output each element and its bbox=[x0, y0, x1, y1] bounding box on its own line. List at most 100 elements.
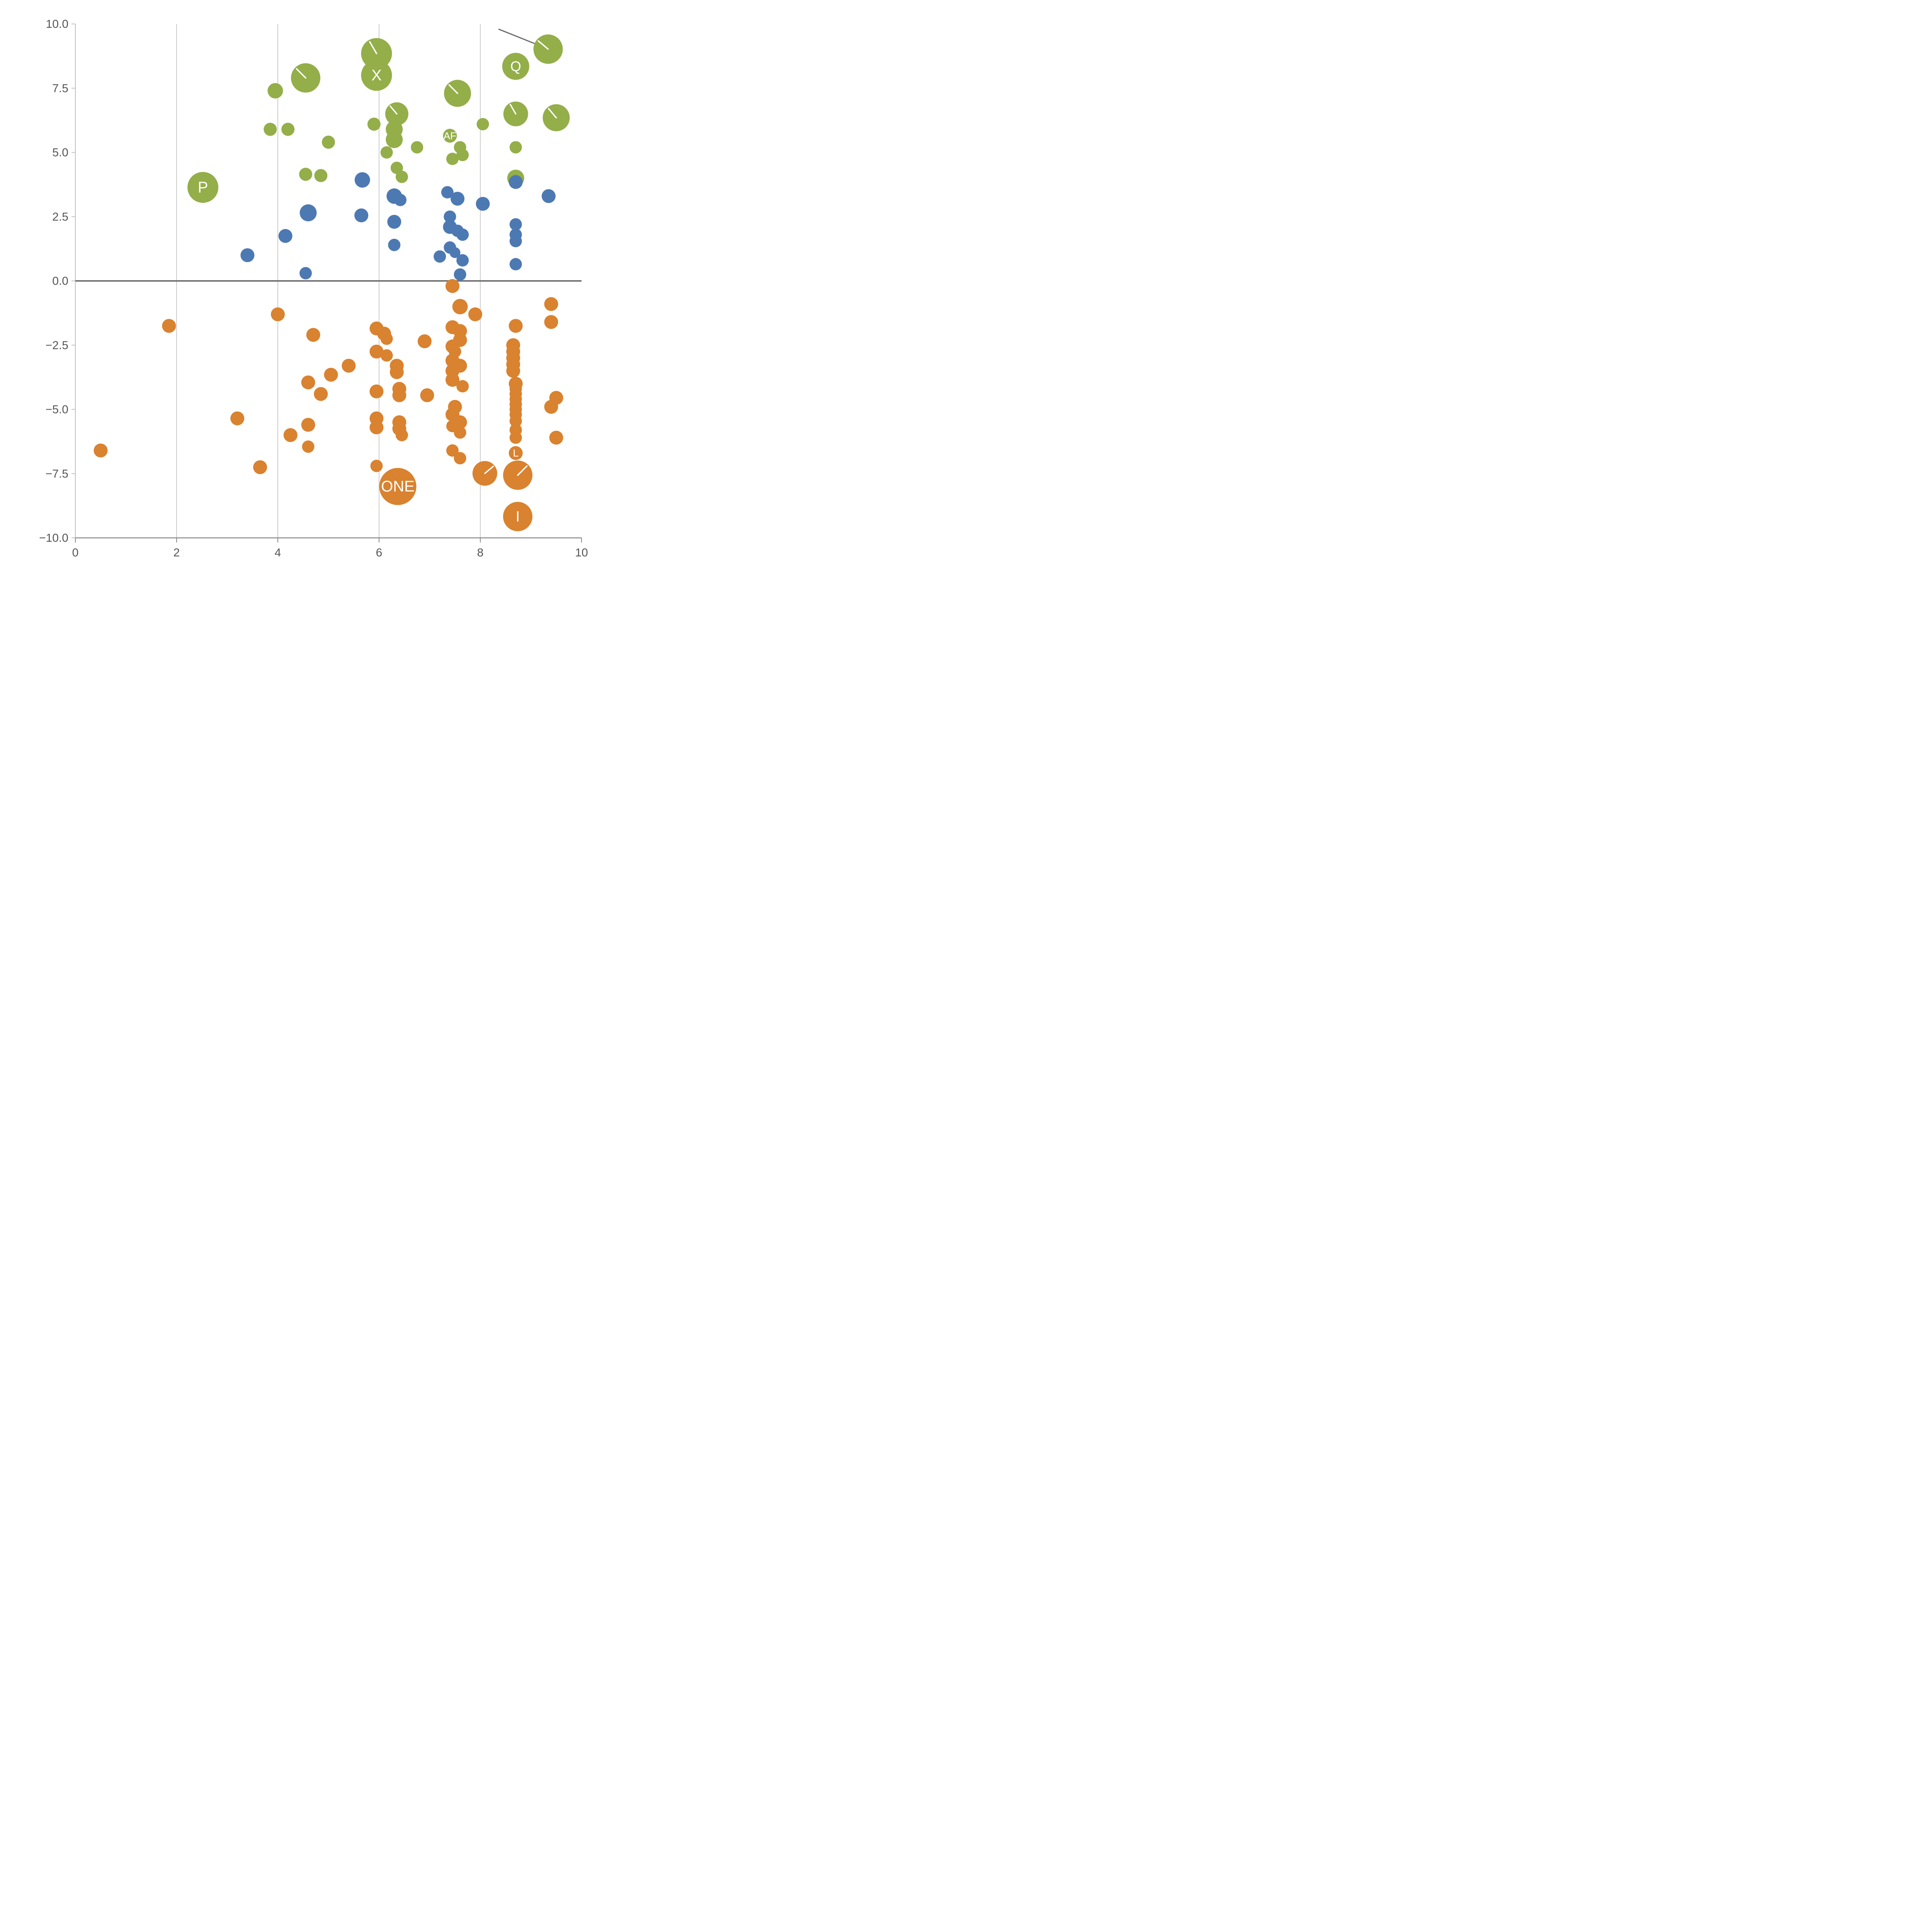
data-point-blue[interactable] bbox=[240, 248, 255, 262]
data-point-green[interactable] bbox=[502, 53, 529, 80]
data-point-blue[interactable] bbox=[454, 268, 466, 281]
data-point-green[interactable] bbox=[299, 168, 313, 181]
data-point-orange[interactable] bbox=[506, 364, 520, 378]
data-point-orange[interactable] bbox=[503, 502, 532, 531]
data-point-orange[interactable] bbox=[445, 279, 459, 293]
data-point-blue[interactable] bbox=[299, 204, 317, 221]
data-point-green[interactable] bbox=[264, 122, 277, 136]
data-point-orange[interactable] bbox=[454, 426, 466, 439]
data-point-orange[interactable] bbox=[370, 459, 383, 472]
data-point-blue[interactable] bbox=[394, 194, 407, 206]
data-point-orange[interactable] bbox=[509, 431, 522, 444]
data-point-blue[interactable] bbox=[278, 229, 293, 243]
data-point-green[interactable] bbox=[187, 172, 219, 203]
data-point-green[interactable] bbox=[456, 149, 469, 162]
data-point-orange[interactable] bbox=[456, 380, 469, 393]
data-point-orange[interactable] bbox=[380, 349, 393, 362]
data-point-green[interactable] bbox=[446, 153, 459, 165]
data-point-orange[interactable] bbox=[302, 440, 315, 453]
x-tick-label: 6 bbox=[376, 546, 383, 559]
data-point-green[interactable] bbox=[386, 131, 403, 148]
data-point-orange[interactable] bbox=[544, 315, 558, 329]
data-point-blue[interactable] bbox=[387, 215, 401, 229]
data-point-orange[interactable] bbox=[509, 446, 523, 460]
data-point-blue[interactable] bbox=[509, 235, 522, 247]
data-point-green[interactable] bbox=[411, 141, 423, 154]
data-point-blue[interactable] bbox=[456, 228, 469, 241]
data-point-blue[interactable] bbox=[509, 258, 522, 270]
data-point-blue[interactable] bbox=[441, 186, 454, 199]
data-point-orange[interactable] bbox=[445, 373, 459, 387]
data-point-orange[interactable] bbox=[324, 367, 338, 382]
bubble-label: L bbox=[513, 447, 518, 459]
data-point-green[interactable] bbox=[322, 135, 335, 149]
data-point-blue[interactable] bbox=[451, 192, 465, 206]
data-point-orange[interactable] bbox=[253, 460, 267, 474]
data-point-orange[interactable] bbox=[306, 328, 320, 342]
data-point-orange[interactable] bbox=[369, 420, 384, 435]
data-point-green[interactable] bbox=[443, 129, 457, 143]
data-point-orange[interactable] bbox=[271, 307, 285, 321]
data-point-orange[interactable] bbox=[230, 411, 245, 425]
data-point-blue[interactable] bbox=[456, 254, 469, 267]
bubble-label: ONE bbox=[381, 478, 415, 495]
bubble-tick-mark bbox=[369, 41, 378, 54]
data-point-green[interactable] bbox=[361, 60, 392, 91]
data-point-blue[interactable] bbox=[388, 238, 401, 251]
data-point-orange[interactable] bbox=[301, 375, 315, 389]
data-point-orange[interactable] bbox=[314, 387, 328, 401]
data-point-orange[interactable] bbox=[392, 388, 406, 402]
data-point-orange[interactable] bbox=[544, 297, 558, 311]
data-point-orange[interactable] bbox=[446, 444, 459, 457]
data-point-blue[interactable] bbox=[541, 189, 556, 203]
data-point-orange[interactable] bbox=[94, 443, 108, 457]
data-point-orange[interactable] bbox=[283, 428, 298, 442]
data-point-green[interactable] bbox=[395, 170, 408, 183]
data-point-orange[interactable] bbox=[509, 415, 522, 427]
data-point-orange[interactable] bbox=[452, 299, 468, 315]
bubble-label: Q bbox=[510, 58, 521, 74]
data-point-orange[interactable] bbox=[395, 429, 408, 441]
data-point-orange[interactable] bbox=[369, 384, 384, 398]
data-point-blue[interactable] bbox=[476, 197, 490, 211]
data-point-blue[interactable] bbox=[354, 172, 370, 188]
data-point-orange[interactable] bbox=[379, 468, 417, 505]
data-point-orange[interactable] bbox=[417, 334, 432, 349]
data-point-blue[interactable] bbox=[449, 247, 461, 258]
data-point-green[interactable] bbox=[314, 169, 328, 182]
data-point-green[interactable] bbox=[367, 117, 381, 131]
data-point-orange[interactable] bbox=[301, 418, 315, 432]
bubble-label: I bbox=[516, 508, 520, 525]
data-point-green[interactable] bbox=[281, 122, 295, 136]
points-group: P X AF Q ONE L I bbox=[94, 34, 570, 531]
x-tick-label: 0 bbox=[72, 546, 79, 559]
data-point-orange[interactable] bbox=[420, 388, 434, 402]
bubble-tick-mark bbox=[389, 105, 398, 115]
data-point-green[interactable] bbox=[509, 141, 522, 154]
data-point-orange[interactable] bbox=[468, 307, 482, 321]
data-point-orange[interactable] bbox=[549, 430, 563, 445]
data-point-green[interactable] bbox=[267, 83, 283, 99]
data-point-orange[interactable] bbox=[342, 359, 356, 373]
data-point-orange[interactable] bbox=[380, 332, 393, 345]
data-point-orange[interactable] bbox=[549, 391, 563, 405]
data-point-orange[interactable] bbox=[454, 452, 466, 464]
data-point-blue[interactable] bbox=[299, 267, 312, 280]
data-point-green[interactable] bbox=[476, 118, 489, 131]
data-point-blue[interactable] bbox=[434, 250, 446, 263]
scatter-chart: 0 2 4 6 8 10 −10.0 −7.5 −5.0 −2.5 0.0 2.5 5.0 7.5 10.0… bbox=[39, 18, 588, 559]
y-tick-label: −10.0 bbox=[39, 532, 68, 544]
data-point-blue[interactable] bbox=[509, 218, 522, 231]
bubble-tick-mark bbox=[448, 84, 458, 94]
data-point-orange[interactable] bbox=[162, 319, 176, 333]
data-point-blue[interactable] bbox=[444, 210, 456, 223]
data-point-orange[interactable] bbox=[509, 319, 523, 333]
data-point-blue[interactable] bbox=[354, 208, 369, 223]
y-tick-label: −2.5 bbox=[46, 339, 68, 352]
data-point-blue[interactable] bbox=[509, 175, 523, 189]
data-point-green[interactable] bbox=[390, 162, 403, 174]
data-point-green[interactable] bbox=[380, 146, 393, 159]
data-point-orange[interactable] bbox=[389, 365, 404, 379]
bubble-label: X bbox=[371, 67, 382, 84]
data-point-orange[interactable] bbox=[369, 344, 384, 359]
